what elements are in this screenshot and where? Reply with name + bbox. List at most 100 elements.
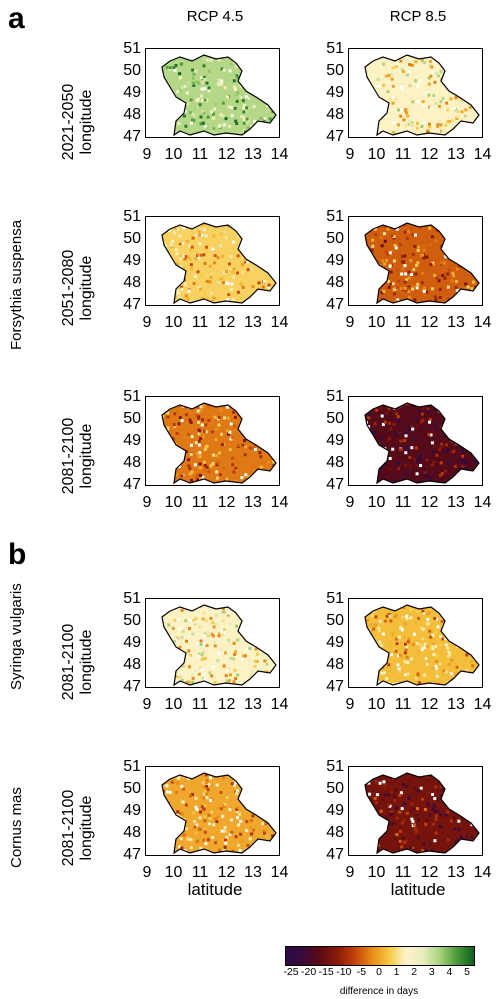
x-axis-label-left: latitude: [187, 880, 243, 899]
x-tick-label: 11: [191, 314, 209, 331]
y-tick-label: 49: [326, 634, 344, 651]
x-tick-label: 13: [447, 494, 465, 511]
y-tick-label: 50: [123, 612, 141, 629]
colorbar-tick: -25: [283, 966, 299, 978]
colorbar-tick: -15: [318, 966, 334, 978]
y-tick-label: 48: [326, 106, 344, 123]
x-tick-label: 10: [164, 146, 183, 163]
y-tick-label: 51: [123, 758, 141, 775]
y-tick-label: 51: [326, 208, 344, 225]
x-tick-label: 10: [367, 864, 386, 881]
species-label-cornus: Cornus mas: [8, 787, 25, 868]
y-tick-label: 48: [326, 274, 344, 291]
x-tick-label: 9: [142, 864, 152, 881]
y-tick-label: 49: [123, 84, 141, 101]
region-border: [161, 402, 277, 485]
y-tick-label: 49: [326, 252, 344, 269]
panel-letter-a: a: [8, 2, 25, 35]
y-tick-label: 51: [326, 758, 344, 775]
y-tick-label: 50: [326, 612, 344, 629]
x-tick-label: 9: [345, 146, 355, 163]
y-tick-label: 48: [326, 824, 344, 841]
map-svg: [364, 402, 480, 485]
colorbar-tick: 5: [464, 966, 470, 978]
y-tick-label: 47: [326, 678, 344, 695]
x-tick-label: 11: [394, 494, 412, 511]
x-tick-label: 9: [142, 146, 152, 163]
x-tick-label: 13: [447, 314, 465, 331]
region-border: [161, 604, 277, 687]
colorbar-tick: 3: [428, 966, 435, 978]
x-tick-label: 14: [473, 864, 492, 881]
region-fill: [162, 605, 276, 685]
row-label-4: 2081-2100 longitude: [60, 602, 96, 722]
colorbar-tick: 4: [446, 966, 453, 978]
y-tick-label: 50: [326, 410, 344, 427]
y-tick-label: 50: [123, 780, 141, 797]
row-period-5: 2081-2100: [60, 789, 77, 867]
y-tick-label: 51: [123, 590, 141, 607]
x-tick-label: 14: [270, 864, 289, 881]
x-tick-label: 11: [394, 696, 412, 713]
x-tick-label: 14: [270, 696, 289, 713]
x-tick-label: 11: [394, 146, 412, 163]
row-period-1: 2021-2050: [60, 83, 77, 161]
region-border: [364, 772, 480, 855]
colorbar-tick: 2: [411, 966, 418, 978]
colorbar-tick: -20: [301, 966, 317, 978]
map-svg: [364, 604, 480, 687]
x-tick-label: 14: [270, 146, 289, 163]
y-tick-label: 47: [123, 846, 141, 863]
y-tick-label: 47: [123, 128, 141, 145]
y-tick-label: 48: [326, 454, 344, 471]
x-tick-label: 9: [142, 314, 152, 331]
row-ylabel-4: longitude: [78, 629, 95, 695]
row-period-4: 2081-2100: [60, 623, 77, 701]
y-tick-label: 51: [326, 590, 344, 607]
map-svg: [161, 54, 277, 137]
row-ylabel-2: longitude: [78, 255, 95, 321]
colorbar: [285, 946, 475, 966]
region-border: [364, 222, 480, 305]
x-tick-label: 13: [447, 146, 465, 163]
row-ylabel-3: longitude: [78, 423, 95, 489]
y-tick-label: 50: [326, 780, 344, 797]
y-tick-label: 48: [123, 656, 141, 673]
y-tick-label: 49: [326, 802, 344, 819]
y-tick-label: 47: [326, 296, 344, 313]
x-tick-label: 12: [217, 314, 236, 331]
x-tick-label: 13: [244, 864, 262, 881]
map-svg: [161, 604, 277, 687]
x-tick-label: 10: [164, 494, 183, 511]
x-tick-label: 9: [345, 494, 355, 511]
map-svg: [364, 54, 480, 137]
x-tick-label: 14: [270, 314, 289, 331]
map-panel: [145, 216, 280, 306]
y-tick-label: 48: [123, 824, 141, 841]
x-tick-label: 14: [473, 494, 492, 511]
region-fill: [365, 55, 479, 135]
x-tick-label: 11: [191, 696, 209, 713]
region-fill: [365, 223, 479, 303]
map-panel: [348, 396, 483, 486]
row-ylabel-5: longitude: [78, 795, 95, 861]
y-tick-label: 51: [326, 388, 344, 405]
x-tick-label: 11: [394, 314, 412, 331]
map-panel: [145, 766, 280, 856]
map-panel: [348, 48, 483, 138]
y-tick-label: 49: [123, 634, 141, 651]
region-fill: [162, 773, 276, 853]
x-tick-label: 11: [394, 864, 412, 881]
region-border: [161, 222, 277, 305]
y-tick-label: 51: [326, 40, 344, 57]
y-tick-label: 51: [123, 208, 141, 225]
x-tick-label: 10: [164, 314, 183, 331]
y-tick-label: 47: [123, 678, 141, 695]
x-tick-label: 9: [345, 314, 355, 331]
region-fill: [162, 55, 276, 135]
map-panel: [145, 598, 280, 688]
x-tick-label: 14: [473, 696, 492, 713]
colorbar-tick: 1: [393, 966, 400, 978]
row-label-3: 2081-2100 longitude: [60, 396, 96, 516]
colorbar-tick: -5: [356, 966, 367, 978]
